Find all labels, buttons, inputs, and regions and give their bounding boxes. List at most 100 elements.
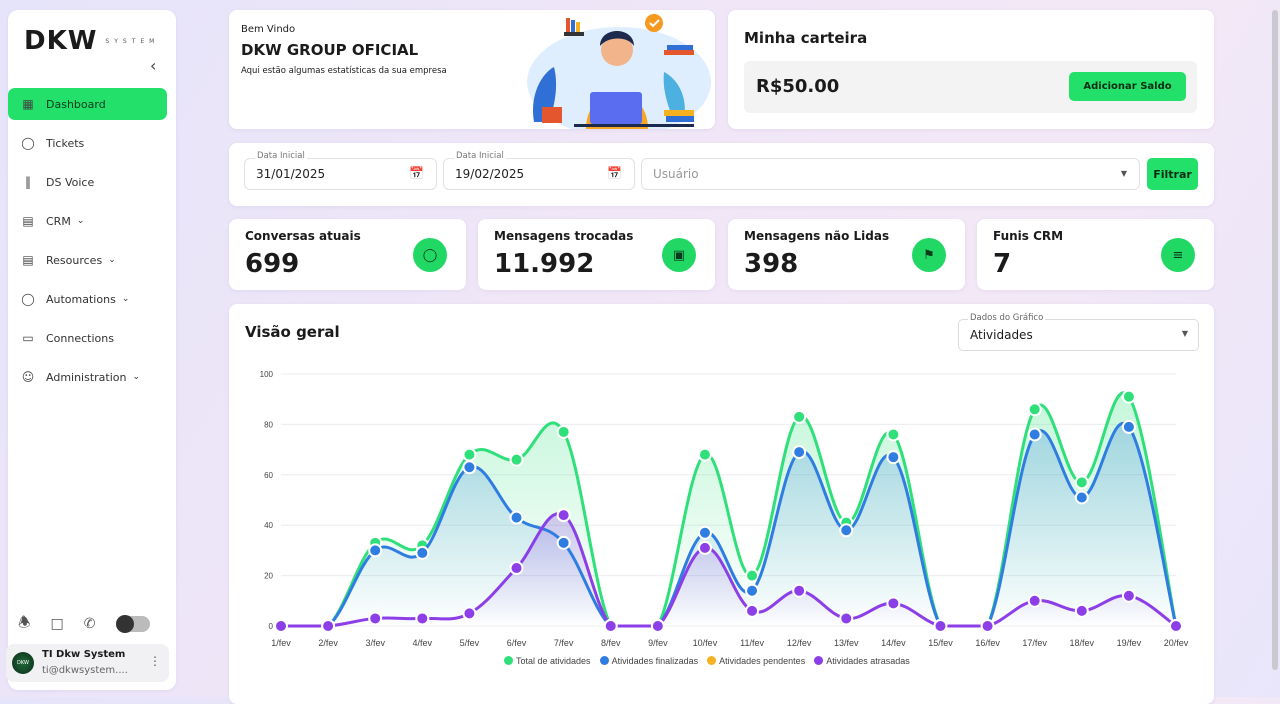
data-point[interactable] xyxy=(509,510,524,525)
data-point[interactable] xyxy=(1121,389,1136,404)
data-point[interactable] xyxy=(839,523,854,538)
sidebar-actions: 🕭 □ ✆ xyxy=(18,612,150,636)
start-date-label: Data Inicial xyxy=(255,151,307,161)
user-select-placeholder: Usuário xyxy=(653,167,699,181)
filter-button[interactable]: Filtrar xyxy=(1147,158,1198,190)
data-point[interactable] xyxy=(509,561,524,576)
chevron-down-icon: ⌄ xyxy=(132,372,141,382)
x-tick-label: 10/fev xyxy=(693,638,718,648)
data-point[interactable] xyxy=(745,603,760,618)
x-tick-label: 9/fev xyxy=(648,638,668,648)
avatar: DKW xyxy=(12,652,34,674)
bell-icon[interactable]: 🕭 xyxy=(18,615,31,631)
legend-item[interactable]: Atividades atrasadas xyxy=(814,656,910,666)
sidebar-item-resources[interactable]: ▤ Resources ⌄ xyxy=(8,244,167,276)
series-line xyxy=(281,421,1178,628)
data-point[interactable] xyxy=(1027,593,1042,608)
flow-icon: ◯ xyxy=(21,292,35,306)
data-point[interactable] xyxy=(556,424,571,439)
dark-mode-toggle[interactable] xyxy=(115,615,150,633)
welcome-subtitle: Aqui estão algumas estatísticas da sua e… xyxy=(241,66,447,76)
calendar-icon[interactable]: 📅 xyxy=(607,166,622,180)
data-point[interactable] xyxy=(1169,619,1183,633)
data-point[interactable] xyxy=(1121,588,1136,603)
sidebar-item-crm[interactable]: ▤ CRM ⌄ xyxy=(8,205,167,237)
stat-card: Mensagens não Lidas 398 ⚑ xyxy=(728,219,965,290)
x-tick-label: 14/fev xyxy=(881,638,906,648)
data-point[interactable] xyxy=(556,535,571,550)
data-point[interactable] xyxy=(415,545,430,560)
sidebar-item-label: Resources xyxy=(46,253,103,267)
data-point[interactable] xyxy=(368,611,383,626)
dropdown-arrow-icon: ▼ xyxy=(1120,169,1127,178)
data-point[interactable] xyxy=(792,409,807,424)
end-date-field[interactable]: Data Inicial 19/02/2025 📅 xyxy=(443,151,635,190)
legend-item[interactable]: Atividades pendentes xyxy=(707,656,805,666)
data-point[interactable] xyxy=(556,508,571,523)
sidebar-item-label: Dashboard xyxy=(46,97,106,111)
data-point[interactable] xyxy=(603,619,618,633)
data-point[interactable] xyxy=(886,427,901,442)
data-point[interactable] xyxy=(462,447,477,462)
more-vert-icon[interactable]: ⋮ xyxy=(149,654,161,668)
data-point[interactable] xyxy=(1027,427,1042,442)
data-point[interactable] xyxy=(1121,419,1136,434)
data-point[interactable] xyxy=(839,611,854,626)
sidebar-item-automations[interactable]: ◯ Automations ⌄ xyxy=(8,283,167,315)
sidebar-item-ds-voice[interactable]: ‖ DS Voice xyxy=(8,166,167,198)
data-point[interactable] xyxy=(462,460,477,475)
chevron-down-icon: ⌄ xyxy=(76,216,85,226)
data-point[interactable] xyxy=(368,543,383,558)
page-scrollbar[interactable] xyxy=(1272,10,1278,670)
start-date-field[interactable]: Data Inicial 31/01/2025 📅 xyxy=(244,151,437,190)
chat-icon[interactable]: □ xyxy=(50,616,64,632)
sidebar-item-connections[interactable]: ▭ Connections xyxy=(8,322,167,354)
data-point[interactable] xyxy=(697,540,712,555)
sidebar-nav: ▦ Dashboard ◯ Tickets ‖ DS Voice ▤ CRM ⌄ ▤ Resourc… xyxy=(8,88,176,400)
data-point[interactable] xyxy=(933,619,948,633)
x-tick-label: 7/fev xyxy=(554,638,574,648)
chart-data-select[interactable]: Dados do Gráfico Atividades ▼ xyxy=(958,313,1199,351)
data-point[interactable] xyxy=(745,568,760,583)
data-point[interactable] xyxy=(697,447,712,462)
x-tick-label: 19/fev xyxy=(1117,638,1142,648)
data-point[interactable] xyxy=(1027,402,1042,417)
sidebar-item-label: CRM xyxy=(46,214,71,228)
sidebar-item-label: Connections xyxy=(46,331,114,345)
sidebar-item-tickets[interactable]: ◯ Tickets xyxy=(8,127,167,159)
data-point[interactable] xyxy=(321,619,336,633)
data-point[interactable] xyxy=(886,596,901,611)
data-point[interactable] xyxy=(886,450,901,465)
data-point[interactable] xyxy=(1074,490,1089,505)
phone-icon[interactable]: ✆ xyxy=(83,616,96,632)
data-point[interactable] xyxy=(745,583,760,598)
data-point[interactable] xyxy=(792,583,807,598)
x-tick-label: 11/fev xyxy=(740,638,764,648)
user-profile[interactable]: DKW TI Dkw System ti@dkwsystem.... ⋮ xyxy=(6,644,169,682)
data-point[interactable] xyxy=(274,619,288,633)
calendar-icon[interactable]: 📅 xyxy=(409,166,424,180)
data-point[interactable] xyxy=(1074,475,1089,490)
add-balance-button[interactable]: Adicionar Saldo xyxy=(1069,72,1186,101)
legend-dot xyxy=(814,656,824,665)
legend-label: Atividades pendentes xyxy=(719,656,806,666)
end-date-label: Data Inicial xyxy=(454,151,506,161)
data-point[interactable] xyxy=(650,619,665,633)
data-point[interactable] xyxy=(415,611,430,626)
stat-title: Mensagens não Lidas xyxy=(744,229,890,243)
legend-item[interactable]: Total de atividades xyxy=(504,656,591,666)
stat-value: 398 xyxy=(744,249,799,279)
collapse-sidebar-button[interactable]: ‹ xyxy=(150,56,157,75)
data-point[interactable] xyxy=(462,606,477,621)
data-point[interactable] xyxy=(509,452,524,467)
data-point[interactable] xyxy=(697,525,712,540)
stat-value: 7 xyxy=(993,249,1012,279)
sidebar-item-dashboard[interactable]: ▦ Dashboard xyxy=(8,88,167,120)
data-point[interactable] xyxy=(1074,603,1089,618)
data-point[interactable] xyxy=(792,445,807,460)
legend-item[interactable]: Atividades finalizadas xyxy=(599,656,698,666)
x-tick-label: 5/fev xyxy=(460,638,480,648)
sidebar-item-administration[interactable]: ☺ Administration ⌄ xyxy=(8,361,167,393)
data-point[interactable] xyxy=(980,619,995,633)
user-select[interactable]: Usuário ▼ xyxy=(641,158,1140,190)
